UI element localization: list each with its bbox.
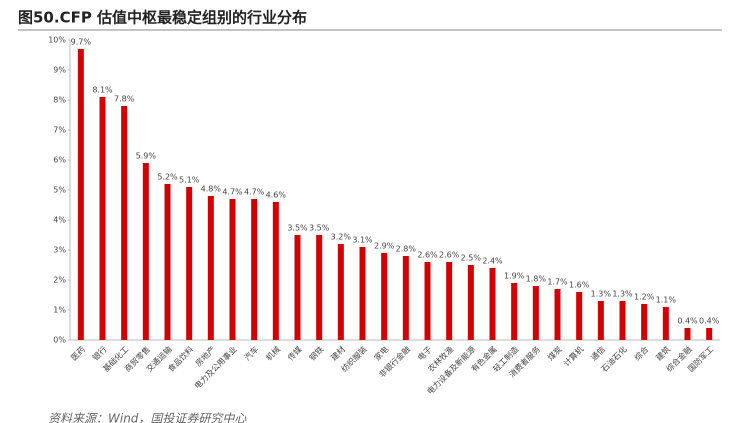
value-label: 4.7% (244, 188, 265, 197)
value-label: 1.2% (634, 293, 655, 302)
bar (511, 283, 518, 340)
value-label: 4.6% (266, 191, 287, 200)
source-note: 资料来源：Wind，国投证券研究中心 (48, 412, 247, 423)
x-tick-label: 家电 (372, 344, 390, 362)
value-label: 7.8% (114, 95, 135, 104)
value-label: 5.9% (136, 152, 157, 161)
chart-title: 图50.CFP 估值中枢最稳定组别的行业分布 (18, 9, 307, 27)
bar (229, 199, 236, 340)
bar (207, 196, 214, 340)
x-tick-label: 银行 (90, 344, 108, 362)
bar (272, 202, 279, 340)
value-label: 5.1% (179, 176, 200, 185)
value-label: 2.6% (439, 251, 460, 260)
bar (576, 292, 583, 340)
bar (467, 265, 474, 340)
value-label: 1.7% (547, 278, 568, 287)
value-label: 4.7% (222, 188, 243, 197)
x-tick-label: 传媒 (285, 344, 303, 362)
bar (121, 106, 128, 340)
bar (316, 235, 323, 340)
x-tick-label: 建材 (329, 344, 347, 362)
bar (662, 307, 669, 340)
x-tick-label: 机械 (264, 344, 282, 362)
value-label: 0.4% (677, 317, 698, 326)
bar (337, 244, 344, 340)
x-tick-label: 电子 (415, 344, 433, 362)
y-tick-label: 6% (53, 156, 66, 165)
value-label: 1.3% (612, 290, 633, 299)
bar (99, 97, 106, 340)
bar (164, 184, 171, 340)
y-tick-label: 7% (53, 126, 66, 135)
value-label: 2.5% (461, 254, 482, 263)
bar (641, 304, 648, 340)
y-tick-label: 5% (53, 186, 66, 195)
value-label: 4.8% (201, 185, 222, 194)
value-label: 5.2% (157, 173, 178, 182)
bar (186, 187, 193, 340)
value-label: 1.8% (526, 275, 547, 284)
bar (402, 256, 409, 340)
bar (597, 301, 604, 340)
x-tick-label: 钢铁 (307, 344, 325, 362)
x-tick-label: 计算机 (561, 344, 585, 368)
bar (142, 163, 149, 340)
value-label: 3.1% (352, 236, 373, 245)
value-label: 9.7% (71, 38, 92, 47)
bar (489, 268, 496, 340)
bar (251, 199, 258, 340)
y-tick-label: 1% (53, 306, 66, 315)
value-label: 3.5% (287, 224, 308, 233)
bar (446, 262, 453, 340)
bar (619, 301, 626, 340)
value-label: 1.9% (504, 272, 525, 281)
bar (424, 262, 431, 340)
y-tick-label: 3% (53, 246, 66, 255)
x-tick-label: 医药 (69, 344, 87, 362)
y-tick-label: 0% (53, 336, 66, 345)
y-tick-label: 9% (53, 66, 66, 75)
x-tick-label: 建筑 (654, 344, 672, 362)
bar (532, 286, 539, 340)
bar (294, 235, 301, 340)
bar (381, 253, 388, 340)
y-tick-label: 10% (48, 36, 66, 45)
y-tick-label: 2% (53, 276, 66, 285)
value-label: 1.6% (569, 281, 590, 290)
value-label: 3.2% (331, 233, 352, 242)
x-tick-label: 通信 (589, 344, 607, 362)
y-tick-label: 4% (53, 216, 66, 225)
value-label: 2.9% (374, 242, 395, 251)
value-label: 1.1% (656, 296, 677, 305)
bar (554, 289, 561, 340)
value-label: 2.8% (396, 245, 417, 254)
y-tick-label: 8% (53, 96, 66, 105)
x-tick-label: 汽车 (242, 344, 260, 362)
value-label: 2.4% (482, 257, 503, 266)
bar (706, 328, 713, 340)
value-label: 0.4% (699, 317, 720, 326)
value-label: 2.6% (417, 251, 438, 260)
bar (684, 328, 691, 340)
bar (359, 247, 366, 340)
value-label: 8.1% (92, 86, 113, 95)
bar (77, 49, 84, 340)
x-tick-label: 综合 (632, 344, 650, 362)
value-label: 1.3% (591, 290, 612, 299)
x-tick-label: 煤炭 (545, 344, 563, 362)
value-label: 3.5% (309, 224, 330, 233)
